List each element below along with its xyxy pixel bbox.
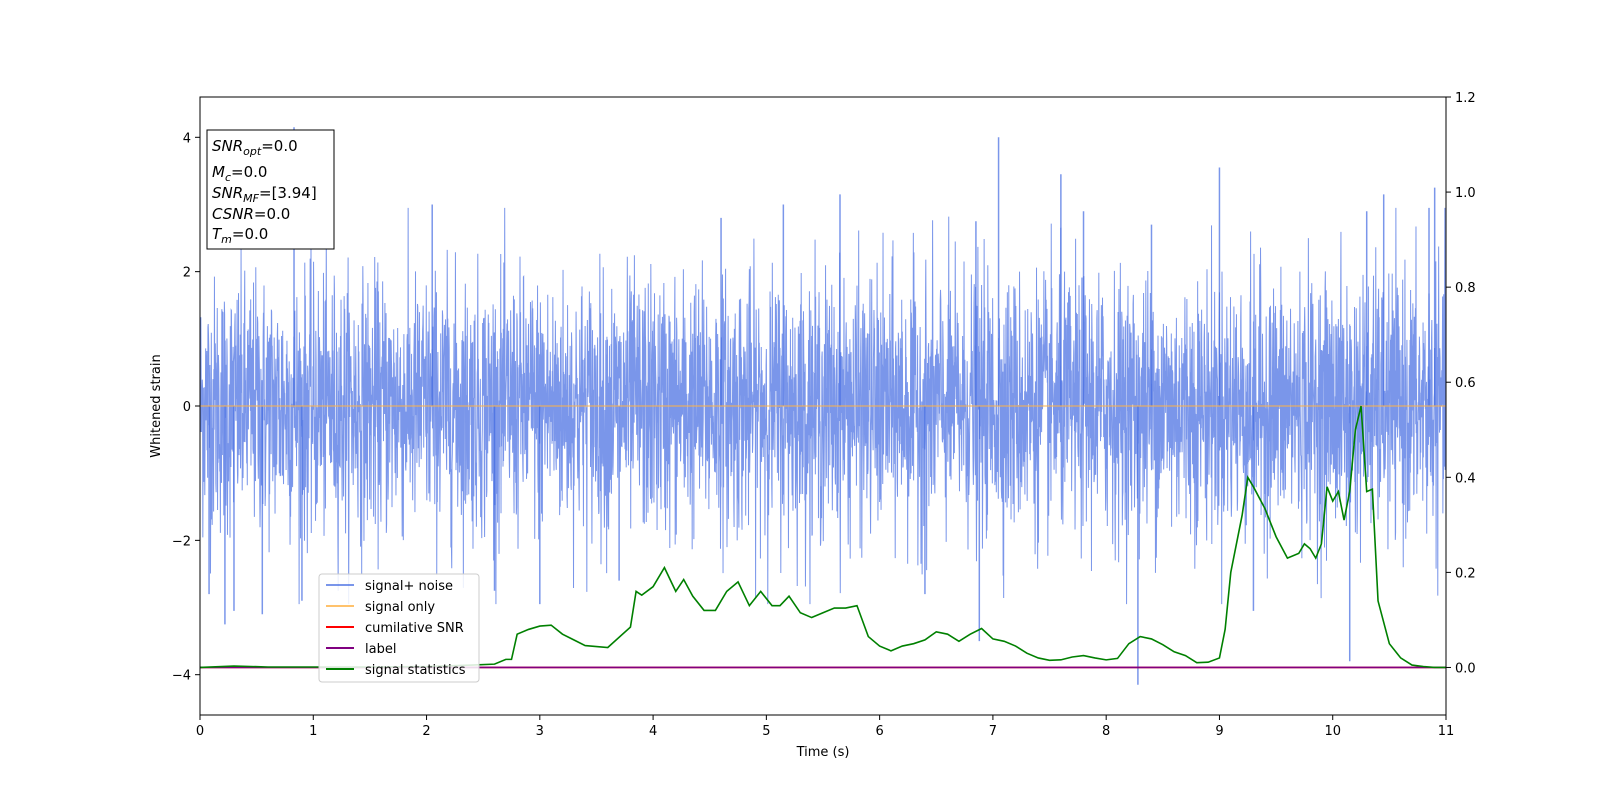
info-mc-value: =0.0 [231, 163, 267, 181]
info-csnr-value: =0.0 [254, 205, 290, 223]
signal-noise-line [200, 207, 1446, 605]
info-mc-main: M [212, 163, 225, 181]
y-right-tick-label: 1.0 [1455, 186, 1476, 201]
x-axis-ticks: 0 1 2 3 4 5 6 7 8 9 10 11 [196, 715, 1454, 739]
x-tick-label: 6 [875, 724, 883, 739]
info-tm-sub: m [221, 233, 232, 246]
y-right-tick-label: 0.6 [1455, 376, 1476, 391]
info-snr-opt: SNRopt=0.0 [212, 137, 298, 158]
x-axis-label: Time (s) [796, 745, 850, 760]
legend-label-cumilative-snr: cumilative SNR [365, 621, 464, 636]
info-snr-opt-main: SNR [212, 137, 243, 155]
info-snr-mf-value: =[3.94] [259, 184, 317, 202]
info-csnr-main: CSNR [212, 205, 254, 223]
x-tick-label: 7 [989, 724, 997, 739]
info-box: SNRopt=0.0 Mc=0.0 SNRMF=[3.94] CSNR=0.0 … [206, 129, 335, 250]
info-mc-sub: c [225, 171, 231, 184]
y-left-tick-label: −4 [172, 669, 191, 684]
info-snr-opt-value: =0.0 [261, 137, 297, 155]
y-right-tick-label: 0.4 [1455, 471, 1476, 486]
info-tm: Tm=0.0 [212, 225, 268, 246]
legend-label-signal-only: signal only [365, 600, 435, 615]
y-left-tick-label: −2 [172, 534, 191, 549]
signal-statistics-line [200, 405, 1446, 669]
y-left-tick-label: 2 [183, 266, 191, 281]
x-tick-label: 10 [1324, 724, 1341, 739]
info-snr-mf-main: SNR [212, 184, 243, 202]
y-left-tick-label: 0 [183, 400, 191, 415]
legend: signal+ noise signal only cumilative SNR… [318, 573, 480, 683]
info-tm-value: =0.0 [232, 225, 268, 243]
x-tick-label: 8 [1102, 724, 1110, 739]
x-tick-label: 9 [1215, 724, 1223, 739]
y-right-tick-label: 1.2 [1455, 91, 1476, 106]
y-right-tick-label: 0.8 [1455, 281, 1476, 296]
y-axis-label: Whitened strain [149, 354, 164, 457]
info-snr-opt-sub: opt [243, 145, 262, 158]
y-right-tick-label: 0.0 [1455, 661, 1476, 676]
y-right-axis-ticks: 0.0 0.2 0.4 0.6 0.8 1.0 1.2 [1446, 91, 1476, 676]
x-tick-label: 3 [536, 724, 544, 739]
info-snr-mf-sub: MF [243, 192, 259, 205]
y-right-tick-label: 0.2 [1455, 566, 1476, 581]
info-snr-mf: SNRMF=[3.94] [212, 184, 317, 205]
x-tick-label: 11 [1438, 724, 1455, 739]
legend-label-label: label [365, 642, 396, 657]
info-csnr: CSNR=0.0 [212, 205, 290, 223]
x-tick-label: 5 [762, 724, 770, 739]
y-left-tick-label: 4 [183, 131, 191, 146]
legend-frame [318, 573, 480, 683]
x-tick-label: 1 [309, 724, 317, 739]
legend-label-signal-noise: signal+ noise [365, 579, 453, 594]
x-tick-label: 2 [422, 724, 430, 739]
x-tick-label: 0 [196, 724, 204, 739]
info-tm-main: T [212, 225, 223, 243]
legend-label-signal-statistics: signal statistics [365, 663, 466, 678]
y-left-axis-ticks: −4 −2 0 2 4 [172, 131, 200, 684]
signal-noise-series [200, 127, 1446, 685]
info-box-frame [206, 129, 335, 250]
x-tick-label: 4 [649, 724, 657, 739]
info-mc: Mc=0.0 [212, 163, 267, 184]
